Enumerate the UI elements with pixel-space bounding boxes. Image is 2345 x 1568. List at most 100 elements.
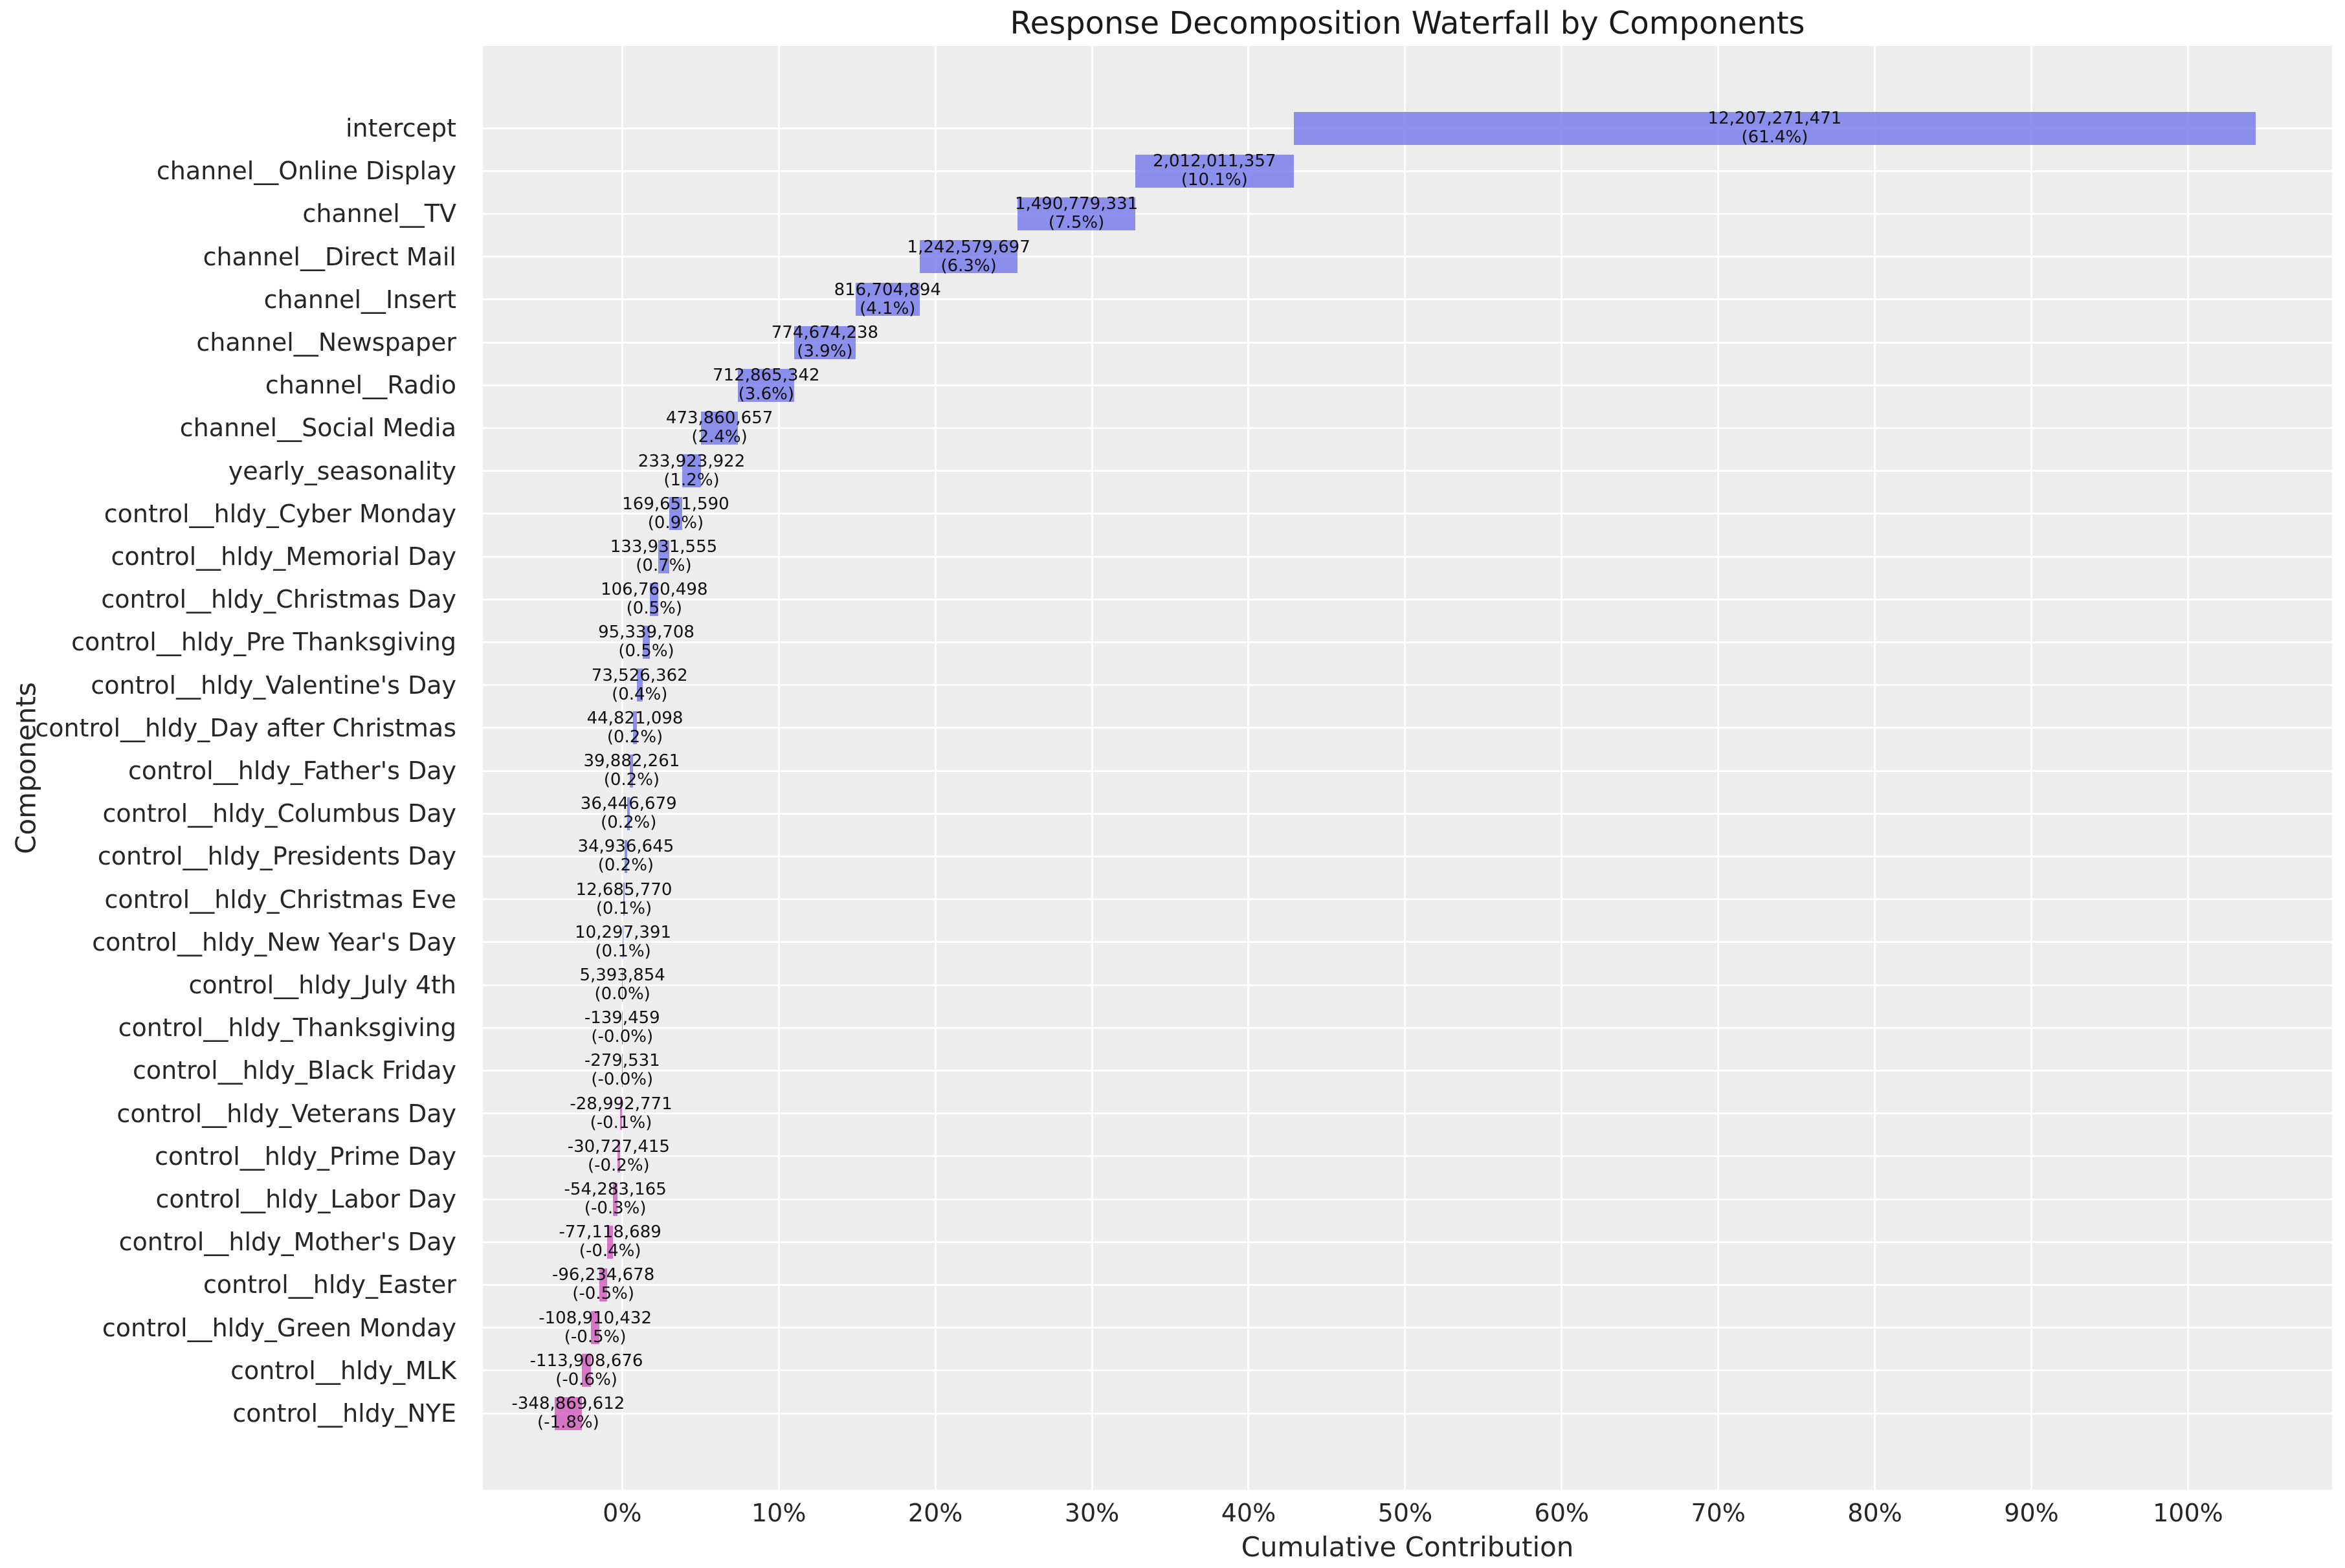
bar-value-text: -77,118,689 (559, 1222, 661, 1242)
y-gridline (483, 684, 2332, 687)
bar-value-label: 774,674,238 (3.9%) (772, 324, 878, 361)
waterfall-bar (606, 1225, 614, 1259)
bar-percent-text: (0.0%) (594, 984, 650, 1004)
y-gridline (483, 1112, 2332, 1115)
bar-value-label: 44,821,098 (0.2%) (587, 709, 683, 747)
x-gridline (1717, 46, 1720, 1490)
bar-percent-text: (3.9%) (797, 342, 853, 361)
bar-value-text: -96,234,678 (551, 1265, 655, 1285)
bar-percent-text: (-0.6%) (555, 1369, 617, 1389)
category-label: channel__Social Media (179, 414, 456, 443)
waterfall-bar (855, 283, 920, 316)
category-label: control__hldy_Prime Day (155, 1142, 456, 1171)
waterfall-bar (627, 797, 630, 830)
y-gridline (483, 298, 2332, 301)
category-label: control__hldy_Columbus Day (102, 799, 456, 828)
category-label: control__hldy_Memorial Day (111, 542, 456, 571)
category-label: control__hldy_Presidents Day (97, 842, 456, 871)
bar-value-text: -139,459 (584, 1008, 660, 1028)
bar-value-text: 2,012,011,357 (1153, 151, 1276, 171)
bar-percent-text: (10.1%) (1181, 170, 1248, 190)
waterfall-bar (619, 1097, 623, 1131)
category-label: control__hldy_Green Monday (102, 1313, 456, 1342)
bar-value-text: 12,207,271,471 (1707, 109, 1842, 128)
bar-value-text: 1,490,779,331 (1014, 194, 1139, 214)
waterfall-bar (658, 540, 669, 573)
y-gridline (483, 727, 2332, 729)
bar-percent-text: (0.1%) (595, 898, 652, 918)
bar-percent-text: (-0.4%) (579, 1241, 641, 1261)
bar-percent-text: (1.2%) (663, 470, 720, 490)
x-tick-label: 100% (2153, 1499, 2223, 1527)
waterfall-bar (617, 1140, 620, 1173)
category-label: control__hldy_Veterans Day (117, 1099, 456, 1128)
x-gridline (2186, 46, 2189, 1490)
x-tick-label: 90% (2004, 1499, 2059, 1527)
category-label: control__hldy_Black Friday (132, 1056, 456, 1085)
x-gridline (1404, 46, 1406, 1490)
bar-value-label: 2,012,011,357 (10.1%) (1153, 152, 1276, 190)
waterfall-bar (554, 1397, 583, 1430)
x-gridline (2030, 46, 2033, 1490)
category-label: control__hldy_Easter (203, 1270, 456, 1299)
bar-percent-text: (0.5%) (626, 599, 682, 619)
x-tick-label: 80% (1847, 1499, 1902, 1527)
waterfall-bar (642, 625, 650, 659)
bar-value-text: -279,531 (584, 1051, 660, 1071)
y-gridline (483, 384, 2332, 386)
y-gridline (483, 470, 2332, 472)
bar-percent-text: (61.4%) (1741, 127, 1808, 147)
bar-value-text: 10,297,391 (575, 922, 672, 942)
plot-area: 12,207,271,471 (61.4%) 2,012,011,357 (10.1%… (483, 46, 2332, 1490)
bar-value-text: 712,865,342 (713, 366, 820, 386)
x-gridline (1247, 46, 1250, 1490)
waterfall-bar (622, 1011, 623, 1044)
category-label: control__hldy_Valentine's Day (91, 670, 456, 700)
bar-value-text: -54,283,165 (564, 1180, 667, 1199)
waterfall-bar (1293, 111, 2256, 145)
category-label: channel__Insert (263, 285, 456, 314)
bar-percent-text: (-0.5%) (572, 1284, 634, 1304)
bar-value-text: -108,910,432 (539, 1308, 652, 1328)
bar-percent-text: (0.2%) (601, 813, 657, 833)
waterfall-bar (650, 582, 659, 616)
bar-percent-text: (-0.3%) (584, 1198, 647, 1218)
x-gridline (1874, 46, 1876, 1490)
bar-value-text: 39,882,261 (583, 751, 680, 771)
bar-value-label: 5,393,854 (0.0%) (579, 966, 665, 1004)
bar-value-label: 73,526,362 (0.4%) (592, 666, 688, 704)
bar-value-label: 473,860,657 (2.4%) (666, 409, 773, 447)
waterfall-bar (623, 883, 625, 916)
category-label: control__hldy_MLK (230, 1356, 456, 1385)
y-gridline (483, 256, 2332, 258)
y-gridline (483, 898, 2332, 901)
bar-value-label: 1,242,579,697 (6.3%) (907, 237, 1030, 276)
category-label: control__hldy_Labor Day (155, 1185, 456, 1213)
y-gridline (483, 1241, 2332, 1243)
waterfall-bar (622, 968, 623, 1002)
bar-percent-text: (-0.2%) (587, 1155, 650, 1175)
bar-percent-text: (0.2%) (597, 856, 654, 876)
y-gridline (483, 1026, 2332, 1029)
category-label: control__hldy_NYE (232, 1399, 456, 1428)
bar-value-text: 233,923,922 (638, 451, 746, 471)
x-gridline (1091, 46, 1093, 1490)
category-label: channel__Newspaper (196, 328, 456, 357)
bar-value-label: 34,936,645 (0.2%) (577, 837, 674, 875)
bar-value-label: 10,297,391 (0.1%) (575, 923, 671, 961)
bar-value-label: -28,992,771 (-0.1%) (570, 1094, 672, 1132)
y-gridline (483, 941, 2332, 944)
x-tick-label: 30% (1064, 1499, 1120, 1527)
bar-value-text: 106,760,498 (601, 580, 708, 600)
waterfall-bar (630, 754, 634, 788)
bar-percent-text: (0.7%) (636, 556, 692, 575)
bar-value-text: 133,931,555 (610, 537, 718, 557)
waterfall-bar (920, 240, 1018, 274)
bar-value-text: 44,821,098 (586, 708, 683, 728)
x-gridline (621, 46, 623, 1490)
bar-value-label: -279,531 (-0.0%) (584, 1052, 660, 1089)
x-tick-label: 70% (1691, 1499, 1746, 1527)
waterfall-bar (682, 454, 701, 488)
bar-value-label: 816,704,894 (4.1%) (834, 280, 941, 318)
bar-value-text: 473,860,657 (665, 408, 773, 428)
